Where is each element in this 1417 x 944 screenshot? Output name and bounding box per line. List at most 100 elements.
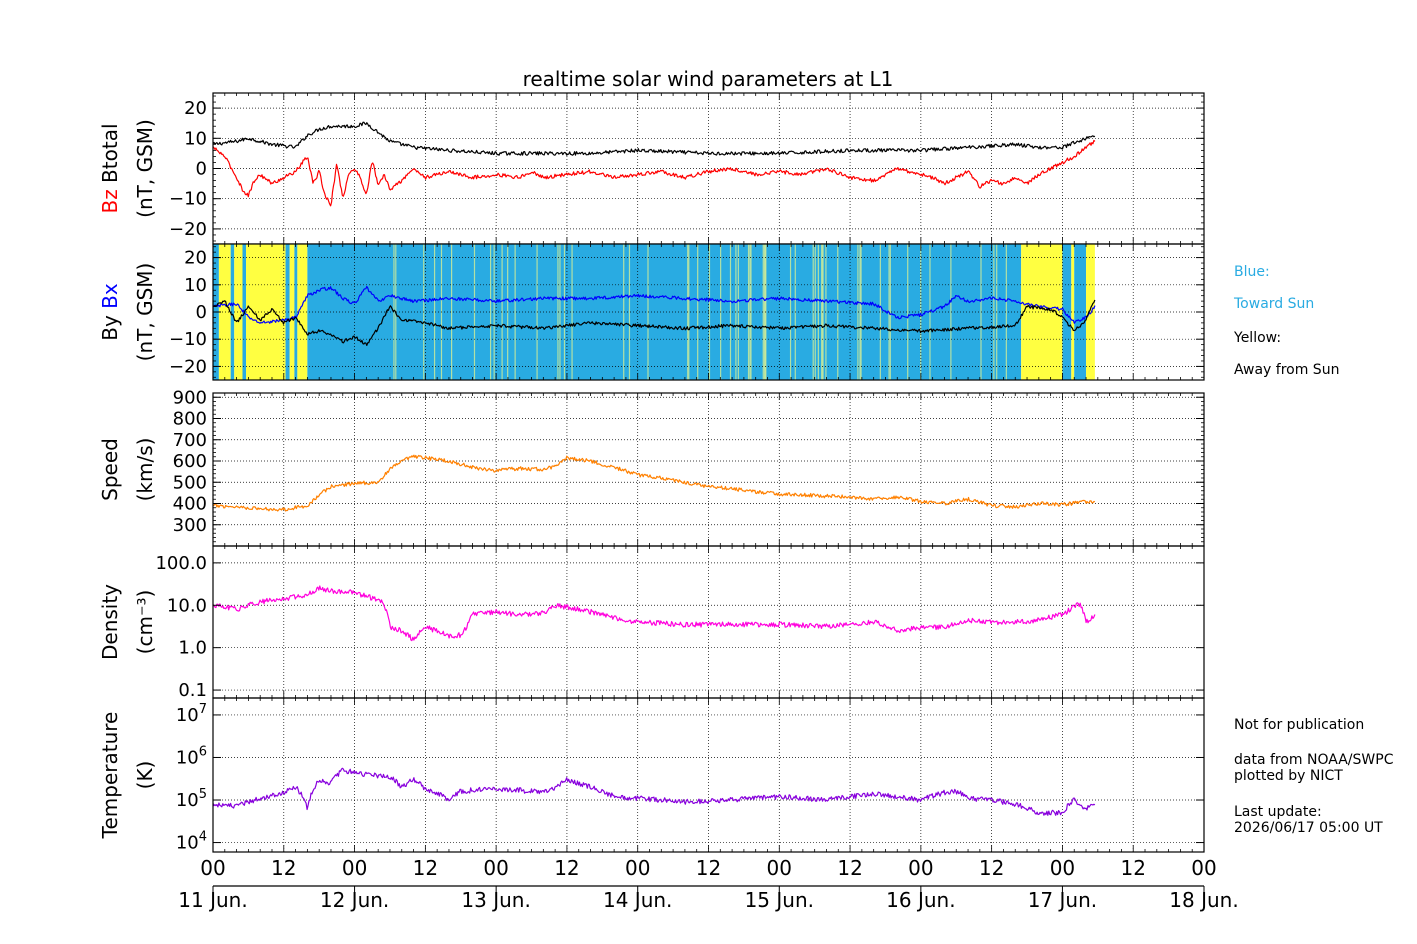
y-tick-label: 107	[176, 702, 207, 726]
y-tick-label: −20	[169, 356, 207, 377]
sector-stripe	[857, 244, 859, 380]
sector-band-away	[1071, 244, 1075, 380]
update-note: Last update: 2026/06/17 05:00 UT	[1234, 804, 1383, 836]
series-line-btotal	[212, 121, 1096, 156]
x-tick-label: 12	[554, 856, 579, 880]
x-tick-label: 12	[837, 856, 862, 880]
y-tick-label: 500	[173, 472, 207, 493]
y-axis-unit: (nT, GSM)	[133, 119, 157, 218]
series-line-temperature	[212, 767, 1096, 816]
y-axis-label: Temperature	[98, 712, 122, 840]
sector-band-away	[297, 244, 308, 380]
y-axis-label: Bz Btotal	[98, 123, 122, 213]
sector-stripe	[571, 244, 573, 380]
y-tick-label: 300	[173, 515, 207, 536]
sector-stripe	[763, 244, 765, 380]
series-line-bz	[212, 139, 1096, 207]
sector-stripe	[859, 244, 861, 380]
x-tick-label: 00	[342, 856, 367, 880]
x-tick-label: 00	[200, 856, 225, 880]
sector-band-toward	[285, 244, 290, 380]
sector-legend-yellow: Yellow: Away from Sun	[1234, 314, 1339, 394]
day-label: 15 Jun.	[745, 888, 814, 912]
day-label: 12 Jun.	[320, 888, 389, 912]
x-tick-label: 12	[696, 856, 721, 880]
sector-stripe	[789, 244, 792, 380]
y-tick-label: 400	[173, 494, 207, 515]
day-label: 18 Jun.	[1169, 888, 1238, 912]
sector-stripe	[1005, 244, 1007, 380]
sector-band-toward	[1062, 244, 1072, 380]
y-tick-label: −20	[169, 219, 207, 240]
legend-blue-heading: Blue:	[1234, 264, 1270, 280]
sector-stripe	[879, 244, 881, 380]
y-tick-label: 10.0	[167, 595, 207, 616]
x-tick-label: 12	[979, 856, 1004, 880]
y-tick-label: 0.1	[178, 680, 207, 701]
day-label: 16 Jun.	[886, 888, 955, 912]
publication-note: Not for publication	[1234, 717, 1365, 733]
x-tick-label: 12	[1120, 856, 1145, 880]
y-tick-label: 1.0	[178, 638, 207, 659]
sector-stripe	[514, 244, 516, 380]
x-tick-label: 00	[1050, 856, 1075, 880]
sector-stripe	[821, 244, 823, 380]
panel-by_bx: 20 10 0 −10 −20 By Bx (nT, GSM)	[98, 243, 1205, 381]
sector-stripe	[920, 244, 922, 380]
sector-stripe	[559, 244, 561, 380]
y-axis-label: By Bx	[98, 283, 122, 341]
panel-frame	[212, 392, 1205, 547]
sector-legend-blue: Blue: Toward Sun	[1234, 248, 1314, 328]
y-tick-label: 10	[184, 128, 207, 149]
x-tick-label: 00	[908, 856, 933, 880]
y-tick-label: 104	[176, 830, 207, 854]
x-tick-label: 00	[483, 856, 508, 880]
legend-yellow-heading: Yellow:	[1234, 330, 1282, 346]
panel-density: 100.0 10.0 1.0 0.1 Density (cm⁻³)	[98, 545, 1205, 701]
sector-stripe	[708, 244, 711, 380]
y-axis-unit: (km/s)	[133, 438, 157, 502]
y-tick-label: 20	[184, 98, 207, 119]
sector-stripe	[501, 244, 503, 380]
sector-stripe	[623, 244, 625, 380]
y-axis-unit: (nT, GSM)	[133, 263, 157, 362]
legend-yellow-text: Away from Sun	[1234, 362, 1340, 378]
x-tick-label: 12	[413, 856, 438, 880]
sector-stripe	[814, 244, 816, 380]
sector-stripe	[450, 244, 453, 380]
sector-stripe	[817, 244, 819, 380]
sector-stripe	[647, 244, 649, 380]
sector-stripe	[557, 244, 559, 380]
y-tick-label: 100.0	[155, 553, 207, 574]
y-tick-label: 10	[184, 275, 207, 296]
y-tick-label: 0	[196, 159, 207, 180]
y-axis-unit: (K)	[133, 761, 157, 790]
y-axis-label: Density	[98, 584, 122, 660]
sector-stripe	[907, 244, 909, 380]
sector-stripe	[433, 244, 436, 380]
sector-stripe	[822, 244, 824, 380]
panel-temperature: 107 106 105 104 Temperature (K)	[98, 697, 1205, 854]
y-tick-label: 900	[173, 387, 207, 408]
y-tick-label: 800	[173, 409, 207, 430]
panel-btotal_bz: 20 10 0 −10 −20 Bz Btotal (nT, GSM)	[98, 92, 1205, 245]
sector-stripe	[749, 244, 751, 380]
sector-stripe	[688, 244, 690, 380]
chart-title: realtime solar wind parameters at L1	[523, 67, 894, 91]
source-note: data from NOAA/SWPC plotted by NICT	[1234, 752, 1394, 784]
y-tick-label: −10	[169, 329, 207, 350]
x-tick-label: 00	[767, 856, 792, 880]
y-axis-label: Speed	[98, 438, 122, 501]
sector-stripe	[489, 244, 492, 380]
sector-stripe	[762, 244, 764, 380]
x-axis: 00 12 00 12 00 12 00 12 00 12 00 12 00 12 00 11 Jun. 12 …	[178, 856, 1238, 912]
sector-stripe	[889, 244, 891, 380]
sector-stripe	[628, 244, 631, 380]
sector-stripe	[950, 244, 952, 380]
sector-band-away	[234, 244, 243, 380]
x-tick-label: 00	[1191, 856, 1216, 880]
sector-stripe	[747, 244, 750, 380]
series-line-by	[212, 299, 1096, 346]
